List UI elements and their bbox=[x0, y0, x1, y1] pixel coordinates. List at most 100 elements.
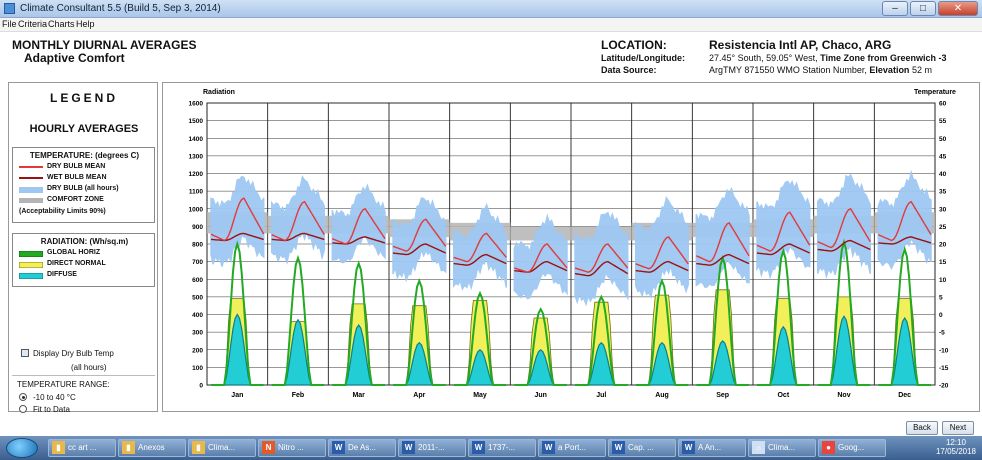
y-tick-right: 40 bbox=[939, 171, 947, 178]
page-subtitle: Adaptive Comfort bbox=[24, 51, 125, 65]
taskbar-item-label: Cap. ... bbox=[628, 443, 654, 452]
y-tick-right: 20 bbox=[939, 242, 947, 249]
minimize-button[interactable]: – bbox=[882, 1, 908, 16]
global-horiz-line bbox=[878, 245, 931, 386]
y-tick-left: 900 bbox=[192, 224, 203, 231]
taskbar-item-8[interactable]: W Cap. ... bbox=[608, 439, 676, 457]
y-tick-left: 200 bbox=[192, 347, 203, 354]
taskbar-item-label: A An... bbox=[698, 443, 722, 452]
range-option-minus10-40-radio[interactable] bbox=[19, 393, 27, 401]
global-horiz-line bbox=[514, 307, 567, 386]
y-tick-right: -20 bbox=[939, 383, 949, 390]
y-tick-left: 100 bbox=[192, 365, 203, 372]
x-tick-label: Mar bbox=[352, 392, 365, 399]
y-tick-left: 1600 bbox=[189, 101, 204, 108]
x-tick-label: May bbox=[473, 392, 487, 399]
dry-bulb-all-hours-band bbox=[695, 186, 750, 289]
folder-icon: ▮ bbox=[192, 441, 205, 454]
taskbar-item-0[interactable]: ▮ cc art ... bbox=[48, 439, 116, 457]
wet-bulb-mean-line bbox=[635, 260, 689, 273]
maximize-button[interactable]: □ bbox=[910, 1, 936, 16]
y-tick-left: 800 bbox=[192, 242, 203, 249]
word-icon: W bbox=[542, 441, 555, 454]
y-tick-right: 0 bbox=[939, 312, 943, 319]
y-axis-right-label: Temperature bbox=[914, 89, 956, 96]
dry-bulb-all-hours-band bbox=[513, 213, 568, 300]
y-tick-right: 10 bbox=[939, 277, 947, 284]
taskbar-item-11[interactable]: ● Goog... bbox=[818, 439, 886, 457]
range-option-minus10-40-label: -10 to 40 °C bbox=[33, 393, 76, 402]
source-value: ArgTMY 871550 WMO Station Number, Elevat… bbox=[709, 65, 932, 75]
y-tick-left: 1100 bbox=[189, 189, 203, 196]
dry-bulb-mean-line bbox=[392, 218, 447, 252]
taskbar-item-label: De As... bbox=[348, 443, 377, 452]
y-tick-right: 60 bbox=[939, 101, 947, 108]
global-horiz-line bbox=[211, 240, 264, 386]
display-dry-bulb-checkbox[interactable] bbox=[21, 349, 29, 357]
y-tick-right: -15 bbox=[939, 365, 949, 372]
wet-bulb-mean-line bbox=[271, 232, 325, 242]
close-button[interactable]: ✕ bbox=[938, 1, 978, 16]
taskbar-item-label: a Port... bbox=[558, 443, 587, 452]
y-tick-right: 45 bbox=[939, 153, 947, 160]
back-button[interactable]: Back bbox=[906, 421, 938, 435]
wet-bulb-mean-line bbox=[696, 253, 750, 266]
y-tick-left: 1300 bbox=[189, 153, 204, 160]
taskbar-item-6[interactable]: W 1737-... bbox=[468, 439, 536, 457]
taskbar-item-label: Anexos bbox=[138, 443, 165, 452]
title-bar: Climate Consultant 5.5 (Build 5, Sep 3, … bbox=[0, 0, 982, 18]
taskbar-item-label: 1737-... bbox=[488, 443, 516, 452]
x-tick-label: Jun bbox=[534, 392, 546, 399]
taskbar-item-1[interactable]: ▮ Anexos bbox=[118, 439, 186, 457]
menu-criteria[interactable]: Criteria bbox=[18, 19, 48, 29]
hourly-averages-label: HOURLY AVERAGES bbox=[29, 123, 139, 135]
y-tick-left: 700 bbox=[192, 259, 203, 266]
taskbar-item-label: Clima... bbox=[208, 443, 236, 452]
radiation-legend: RADIATION: (Wh/sq.m) GLOBAL HORIZ DIRECT… bbox=[12, 233, 155, 287]
menu-help[interactable]: Help bbox=[76, 19, 95, 29]
global-horiz-line bbox=[696, 254, 749, 386]
taskbar-item-5[interactable]: W 2011-... bbox=[398, 439, 466, 457]
taskbar-item-2[interactable]: ▮ Clima... bbox=[188, 439, 256, 457]
dry-bulb-mean-line bbox=[878, 200, 932, 242]
y-tick-left: 300 bbox=[192, 330, 203, 337]
y-tick-left: 1400 bbox=[189, 136, 204, 143]
taskbar-item-10[interactable]: ☼ Clima... bbox=[748, 439, 816, 457]
x-tick-label: Jan bbox=[231, 392, 243, 399]
latlon-value: 27.45° South, 59.05° West, Time Zone fro… bbox=[709, 53, 947, 63]
dry-bulb-mean-line bbox=[514, 243, 568, 273]
wet-bulb-mean-line bbox=[878, 236, 932, 245]
dry-bulb-all-hours-band bbox=[210, 175, 265, 267]
system-clock[interactable]: 12:10 17/05/2018 bbox=[935, 438, 976, 456]
next-button[interactable]: Next bbox=[942, 421, 974, 435]
timezone-value: Time Zone from Greenwich -3 bbox=[820, 53, 947, 63]
display-dry-bulb-label: Display Dry Bulb Temp bbox=[33, 349, 114, 358]
x-tick-label: Aug bbox=[655, 392, 669, 399]
y-tick-right: -10 bbox=[939, 347, 949, 354]
wet-bulb-mean-line bbox=[332, 236, 386, 245]
menu-charts[interactable]: Charts bbox=[48, 19, 75, 29]
y-tick-right: 25 bbox=[939, 224, 947, 231]
y-tick-left: 0 bbox=[199, 383, 203, 390]
dry-bulb-mean-line bbox=[635, 236, 689, 270]
x-tick-label: Dec bbox=[898, 392, 911, 399]
y-tick-left: 600 bbox=[192, 277, 203, 284]
temperature-legend: TEMPERATURE: (degrees C) DRY BULB MEAN W… bbox=[12, 147, 155, 223]
start-button[interactable] bbox=[6, 438, 38, 458]
legend-panel: LEGEND HOURLY AVERAGES TEMPERATURE: (deg… bbox=[8, 82, 158, 414]
legend-title: LEGEND bbox=[49, 91, 118, 105]
x-tick-label: Feb bbox=[292, 392, 304, 399]
taskbar-item-3[interactable]: N Nitro ... bbox=[258, 439, 326, 457]
menu-file[interactable]: File bbox=[2, 19, 17, 29]
dry-bulb-mean-line bbox=[756, 211, 811, 252]
range-option-fit-radio[interactable] bbox=[19, 405, 27, 413]
word-icon: W bbox=[402, 441, 415, 454]
y-tick-right: 15 bbox=[939, 259, 947, 266]
taskbar-item-4[interactable]: W De As... bbox=[328, 439, 396, 457]
wet-bulb-mean-line bbox=[514, 260, 568, 273]
word-icon: W bbox=[332, 441, 345, 454]
global-horiz-line bbox=[332, 260, 385, 386]
word-icon: W bbox=[682, 441, 695, 454]
